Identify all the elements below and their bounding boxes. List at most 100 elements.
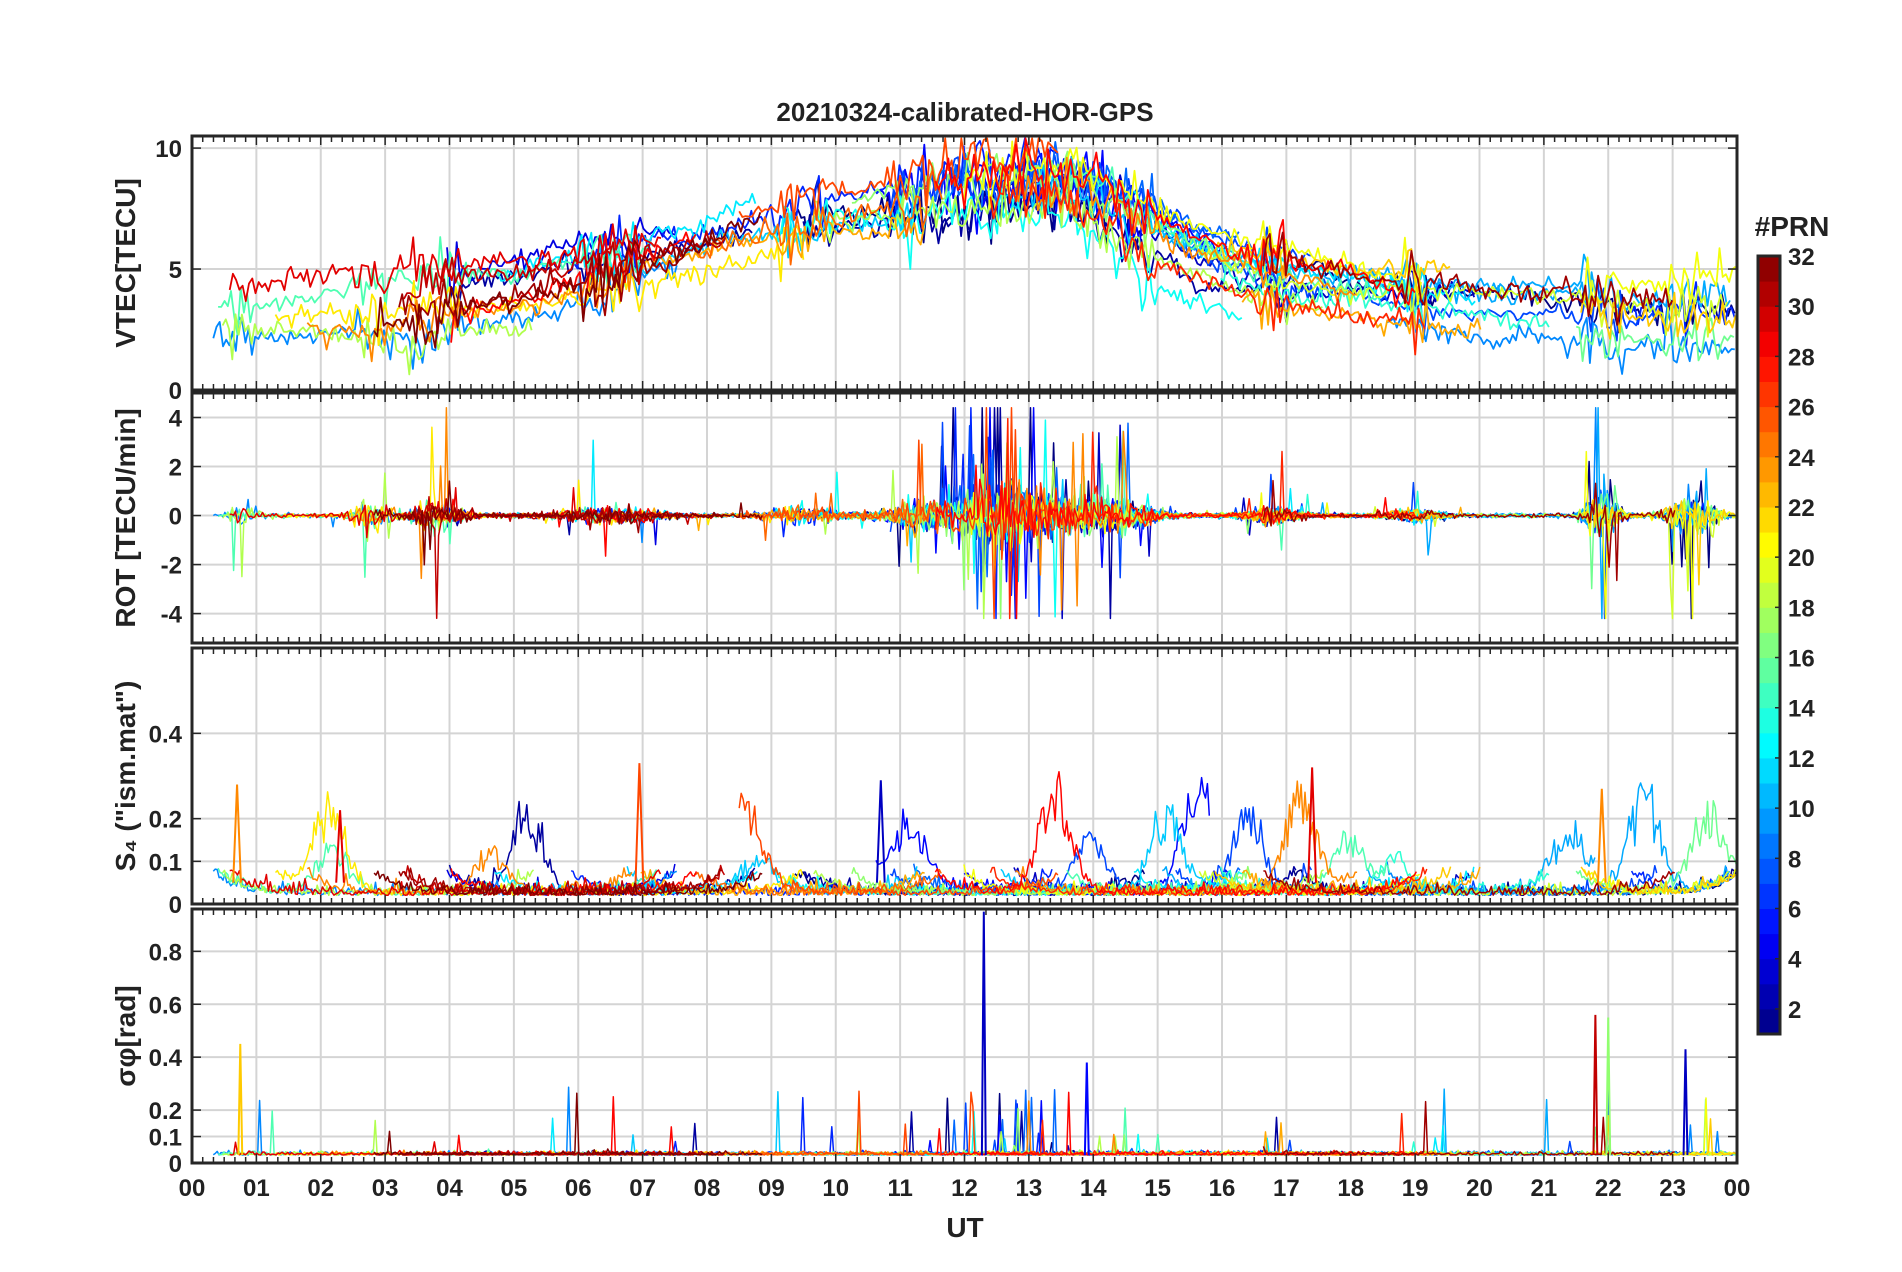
trace-prn-30 — [403, 230, 727, 300]
feature-traces — [237, 911, 1689, 1156]
colorbar-segment — [1758, 456, 1780, 483]
colorbar-tick-label: 24 — [1788, 445, 1815, 472]
colorbar-segment — [1758, 607, 1780, 633]
spike-prn-17 — [1605, 1017, 1612, 1156]
y-tick-label: -4 — [161, 602, 183, 629]
x-tick-labels: 00 01 02 03 04 05 06 07 08 09 10 11 12 13 14 15 16 17 18 19… — [179, 1175, 1751, 1202]
x-tick-label: 23 — [1659, 1175, 1686, 1202]
trace-prn-24 — [306, 845, 633, 896]
trace-prn-20 — [1583, 247, 1737, 306]
spike-prn-5 — [1083, 1062, 1090, 1156]
colorbar-segment — [1758, 431, 1780, 458]
colorbar-segment — [1758, 833, 1780, 859]
colorbar-segment — [1758, 281, 1780, 307]
trace-prn-32 — [373, 1092, 763, 1156]
x-tick-label: 00 — [1724, 1175, 1751, 1202]
axis-ticks — [191, 136, 1738, 391]
colorbar-tick-label: 20 — [1788, 545, 1815, 572]
colorbar-title: #PRN — [1755, 211, 1830, 242]
trace-prn-13 — [774, 184, 1243, 321]
colorbar-segment — [1758, 757, 1780, 784]
trace-prn-8 — [912, 141, 1240, 242]
trace-prn-24 — [306, 256, 634, 363]
trace-prn-25 — [693, 170, 943, 266]
trace-prn-4 — [446, 216, 676, 295]
trace-prn-20 — [963, 140, 1422, 306]
peak-prn-29 — [1307, 767, 1317, 883]
trace-prn-26 — [738, 137, 1059, 221]
x-tick-label: 01 — [243, 1175, 270, 1202]
y-axis-label-vtec: VTEC[TECU] — [110, 178, 141, 348]
axis-ticks — [191, 393, 1738, 643]
x-tick-label: 16 — [1209, 1175, 1236, 1202]
traces — [212, 137, 1737, 376]
colorbar-tick-label: 10 — [1788, 796, 1815, 823]
trace-prn-2 — [802, 175, 1297, 323]
trace-prn-9 — [1386, 304, 1735, 375]
trace-prn-25 — [693, 868, 942, 896]
trace-prn-32 — [373, 212, 762, 349]
colorbar-segment — [1758, 707, 1780, 734]
colorbar-tick-label: 16 — [1788, 646, 1815, 673]
panel-vtec: 0 5 10 VTEC[TECU] — [110, 134, 1739, 405]
trace-prn-31 — [1262, 479, 1676, 582]
trace-prn-31 — [1263, 870, 1675, 897]
x-tick-label: 07 — [629, 1175, 656, 1202]
traces — [212, 770, 1737, 897]
x-tick-label: 04 — [436, 1175, 463, 1202]
y-tick-label: 4 — [169, 406, 183, 433]
colorbar-tick-label: 28 — [1788, 344, 1815, 371]
trace-prn-19 — [1198, 870, 1729, 897]
y-tick-label: 2 — [169, 455, 182, 482]
x-tick-label: 00 — [179, 1175, 206, 1202]
trace-prn-32 — [373, 480, 763, 566]
y-tick-label: 0 — [169, 892, 182, 919]
x-axis-label: UT — [946, 1212, 983, 1243]
axis-ticks — [191, 648, 1738, 905]
colorbar-segment — [1758, 983, 1780, 1010]
trace-prn-7 — [889, 149, 1313, 275]
spike-prn-3 — [980, 911, 987, 1156]
trace-prn-28 — [934, 770, 1417, 897]
colorbar-tick-label: 2 — [1788, 997, 1801, 1024]
colorbar-segment — [1758, 306, 1780, 332]
y-axis-label-sigphi: σφ[rad] — [110, 985, 141, 1086]
colorbar-segment — [1758, 356, 1780, 382]
y-tick-label: 0.2 — [149, 1098, 182, 1125]
spike-prn-30 — [1592, 1014, 1599, 1156]
trace-prn-28 — [935, 1091, 1417, 1156]
feature-traces — [232, 763, 1607, 883]
panel-sigphi: 00.10.2 0.4 0.6 0.8 σφ[rad] — [110, 907, 1739, 1178]
traces — [212, 406, 1737, 620]
panel-rot: -4 -2 0 2 4 ROT [TECU/min] — [110, 391, 1739, 645]
trace-prn-31 — [1262, 231, 1673, 326]
colorbar-segment — [1758, 858, 1780, 884]
panel-s4: 0 0.1 0.2 0.4 S₄ ("ism.mat") — [110, 646, 1739, 919]
trace-prn-22 — [1580, 291, 1737, 340]
x-tick-label: 06 — [565, 1175, 592, 1202]
y-tick-label: 0.4 — [149, 721, 183, 748]
y-tick-label: 0 — [169, 1151, 182, 1178]
x-tick-label: 14 — [1080, 1175, 1107, 1202]
x-tick-label: 21 — [1531, 1175, 1558, 1202]
trace-prn-31 — [398, 235, 722, 335]
colorbar-segment — [1758, 632, 1780, 659]
x-tick-label: 17 — [1273, 1175, 1300, 1202]
peak-prn-3 — [875, 780, 886, 883]
colorbar-tick-label: 18 — [1788, 595, 1815, 622]
trace-prn-17 — [851, 865, 1252, 897]
colorbar-segment — [1758, 808, 1780, 834]
colorbar-tick-label: 4 — [1788, 947, 1802, 974]
colorbar-tick-label: 32 — [1788, 244, 1815, 271]
spike-prn-3 — [1682, 1049, 1689, 1156]
peak-prn-24 — [1596, 788, 1607, 883]
colorbar-segment — [1758, 908, 1780, 935]
x-tick-label: 12 — [951, 1175, 978, 1202]
y-tick-label: 0.4 — [149, 1045, 183, 1072]
chart-title: 20210324-calibrated-HOR-GPS — [776, 97, 1153, 127]
y-tick-label: 0 — [169, 504, 182, 531]
y-tick-label: 0.6 — [149, 992, 182, 1019]
colorbar-segment — [1758, 406, 1780, 433]
